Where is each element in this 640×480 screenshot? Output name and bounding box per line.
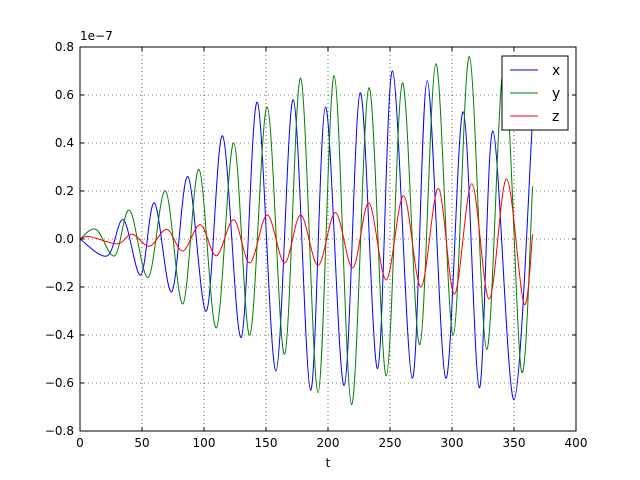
y-tick-label: 0.4 bbox=[55, 136, 74, 150]
legend-label: x bbox=[552, 63, 560, 79]
x-tick-label: 150 bbox=[255, 436, 278, 450]
line-series bbox=[79, 178, 534, 305]
x-tick-label: 0 bbox=[76, 436, 84, 450]
y-tick-label: 0.8 bbox=[55, 40, 74, 54]
x-tick-label: 50 bbox=[134, 436, 149, 450]
y-tick-label: −0.4 bbox=[45, 328, 74, 342]
y-tick-label: 0.2 bbox=[55, 184, 74, 198]
line-series bbox=[79, 56, 534, 406]
offset-text: 1e−7 bbox=[80, 29, 113, 43]
x-tick-label: 350 bbox=[503, 436, 526, 450]
legend-label: y bbox=[552, 86, 560, 102]
x-axis-label: t bbox=[326, 456, 331, 470]
x-tick-label: 200 bbox=[317, 436, 340, 450]
legend-label: z bbox=[552, 109, 559, 125]
y-tick-label: 0.6 bbox=[55, 88, 74, 102]
x-tick-label: 100 bbox=[193, 436, 216, 450]
y-tick-label: −0.2 bbox=[45, 280, 74, 294]
y-tick-label: −0.6 bbox=[45, 376, 74, 390]
x-tick-label: 400 bbox=[565, 436, 588, 450]
x-tick-label: 300 bbox=[441, 436, 464, 450]
y-tick-label: 0.0 bbox=[55, 232, 74, 246]
y-tick-label: −0.8 bbox=[45, 424, 74, 438]
plot-frame bbox=[79, 46, 577, 432]
x-tick-label: 250 bbox=[379, 436, 402, 450]
